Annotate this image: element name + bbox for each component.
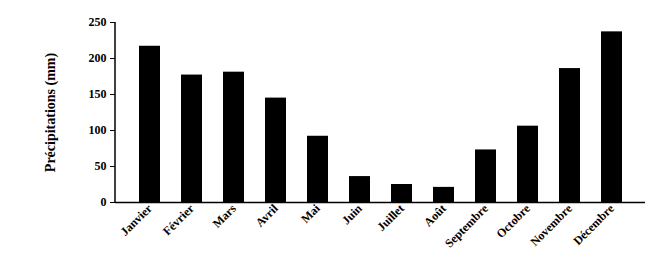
svg-text:50: 50: [95, 159, 107, 173]
svg-text:Juillet: Juillet: [374, 201, 407, 234]
svg-text:Août: Août: [421, 201, 449, 229]
svg-text:250: 250: [89, 15, 107, 29]
svg-text:100: 100: [89, 123, 107, 137]
svg-text:Septembre: Septembre: [442, 201, 491, 250]
svg-text:Janvier: Janvier: [118, 201, 156, 239]
svg-text:200: 200: [89, 51, 107, 65]
svg-text:150: 150: [89, 87, 107, 101]
svg-text:Avril: Avril: [253, 201, 282, 230]
svg-text:Juin: Juin: [339, 201, 365, 227]
svg-text:Octobre: Octobre: [493, 201, 533, 241]
svg-text:Mai: Mai: [298, 201, 323, 226]
svg-text:Février: Février: [160, 201, 197, 238]
svg-text:Mars: Mars: [210, 201, 239, 230]
svg-text:0: 0: [101, 195, 107, 209]
svg-text:Novembre: Novembre: [527, 201, 575, 249]
svg-text:Précipitations (mm): Précipitations (mm): [43, 52, 59, 172]
svg-text:Décembre: Décembre: [570, 201, 617, 248]
